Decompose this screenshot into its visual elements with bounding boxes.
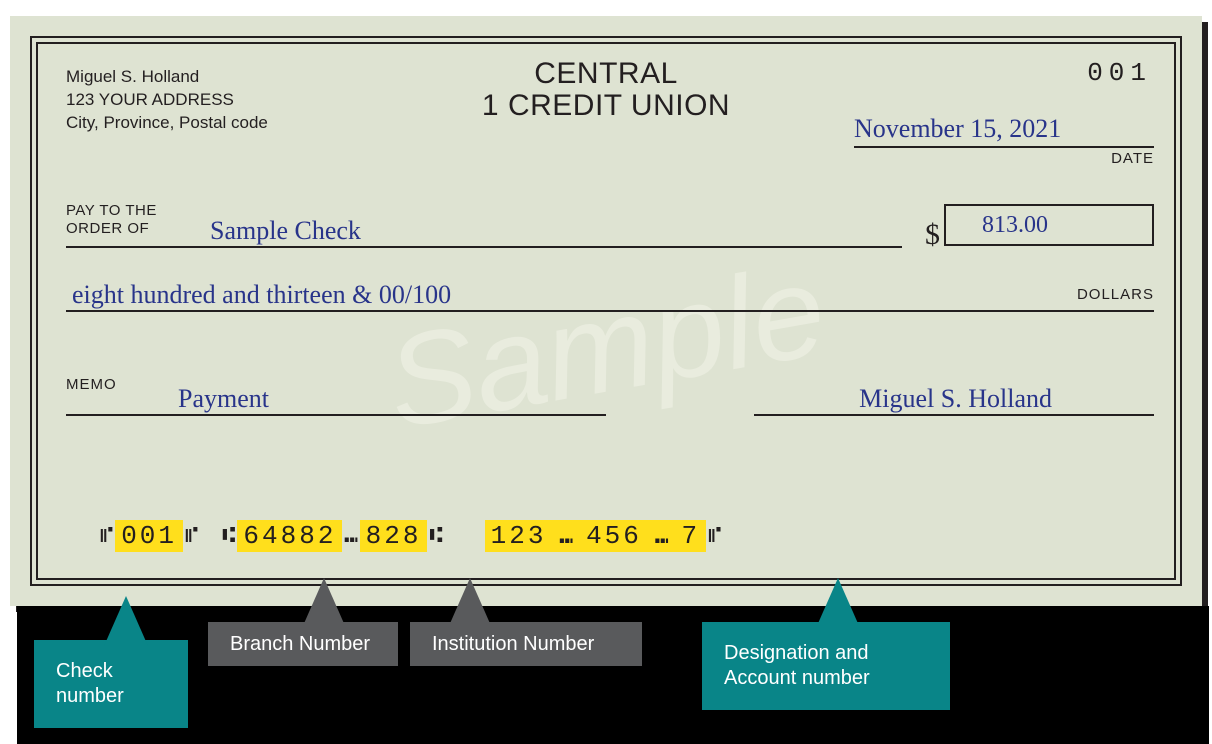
pay-to-label: PAY TO THE ORDER OF (66, 202, 157, 238)
bank-line-1: CENTRAL (10, 58, 1202, 90)
micr-dash-icon: ⑉ (546, 525, 586, 550)
micr-transit-icon: ⑆ (222, 524, 235, 549)
pointer-icon (294, 578, 354, 638)
micr-account-number: 123 ⑉ 456 ⑉ 7 (485, 520, 706, 552)
payee-line (66, 246, 902, 248)
micr-onus-icon: ⑈ (100, 524, 113, 549)
callout-check-number-label: Check number (56, 659, 166, 709)
amount-numeric: 813.00 (982, 212, 1048, 239)
pointer-icon (808, 578, 868, 638)
dollars-label: DOLLARS (1077, 286, 1154, 303)
payee-value: Sample Check (210, 216, 361, 246)
pointer-icon (440, 578, 500, 638)
callout-designation-account-label: Designation and Account number (724, 641, 928, 691)
pay-to-l1: PAY TO THE (66, 202, 157, 220)
amount-words: eight hundred and thirteen & 00/100 (72, 280, 451, 310)
callout-designation-account: Designation and Account number (702, 622, 950, 710)
pay-to-l2: ORDER OF (66, 220, 157, 238)
callout-institution-number: Institution Number (410, 622, 642, 666)
micr-onus-icon: ⑈ (185, 524, 198, 549)
acct-seg-1: 123 (491, 521, 547, 551)
date-area: November 15, 2021 DATE (854, 114, 1154, 167)
micr-onus-icon: ⑈ (708, 524, 721, 549)
micr-dash-icon: ⑉ (642, 525, 682, 550)
amount-words-line (66, 310, 1154, 312)
signature-line (754, 414, 1154, 416)
callout-branch-number: Branch Number (208, 622, 398, 666)
micr-transit-icon: ⑆ (429, 524, 442, 549)
check-number-top: 001 (1087, 58, 1152, 88)
check-body: Sample Miguel S. Holland 123 YOUR ADDRES… (10, 16, 1202, 606)
micr-check-number: 001 (115, 520, 183, 552)
memo-value: Payment (178, 384, 269, 414)
acct-seg-3: 7 (682, 521, 701, 551)
bank-name: CENTRAL 1 CREDIT UNION (10, 58, 1202, 121)
memo-line (66, 414, 606, 416)
signature-value: Miguel S. Holland (859, 384, 1052, 414)
date-label: DATE (854, 150, 1154, 167)
date-value: November 15, 2021 (854, 114, 1154, 148)
callout-check-number: Check number (34, 640, 188, 728)
micr-dash-icon: ⑉ (344, 524, 357, 549)
micr-institution-number: 828 (360, 520, 428, 552)
micr-line: ⑈ 001 ⑈ ⑆ 64882 ⑉ 828 ⑆ 123 ⑉ 456 ⑉ 7 ⑈ (100, 520, 721, 552)
micr-branch-number: 64882 (237, 520, 342, 552)
acct-seg-2: 456 (586, 521, 642, 551)
pointer-icon (96, 596, 156, 656)
memo-label: MEMO (66, 376, 117, 393)
currency-symbol: $ (925, 218, 940, 252)
amount-box: 813.00 (944, 204, 1154, 246)
